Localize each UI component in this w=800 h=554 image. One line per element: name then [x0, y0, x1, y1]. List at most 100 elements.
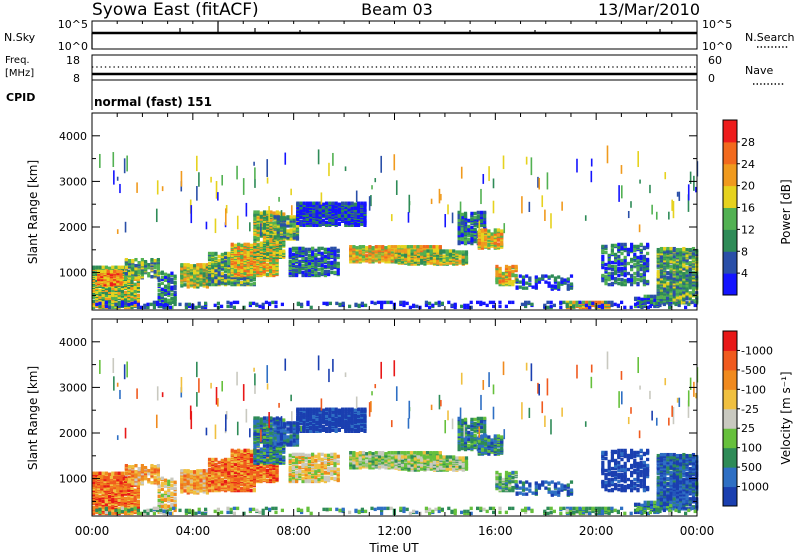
power-cell — [344, 205, 348, 209]
power-cell — [668, 305, 672, 310]
power-cell — [193, 268, 197, 272]
power-cell — [656, 257, 660, 262]
power-cell — [116, 269, 120, 274]
power-streak — [620, 185, 623, 199]
power-cell — [633, 302, 638, 307]
power-cell — [98, 298, 102, 303]
power-cell — [614, 269, 618, 274]
power-cell — [92, 294, 96, 299]
power-cell — [406, 245, 410, 249]
power-cell — [457, 226, 461, 231]
power-cell — [237, 260, 241, 265]
power-streak — [590, 158, 593, 167]
power-cell — [493, 228, 497, 232]
power-cell — [328, 222, 332, 227]
power-cell — [296, 301, 300, 306]
power-cell — [211, 267, 215, 272]
power-cell — [479, 210, 484, 215]
power-cell — [534, 282, 538, 286]
power-cell — [266, 254, 270, 258]
power-cell — [347, 217, 351, 221]
power-cell — [679, 277, 683, 281]
power-cell — [252, 301, 256, 306]
power-cell — [131, 263, 135, 267]
power-cell — [233, 278, 237, 283]
power-cell — [685, 283, 689, 287]
power-cell — [249, 282, 253, 287]
power-streak — [368, 196, 371, 211]
power-cell — [412, 303, 416, 308]
power-streak — [214, 218, 217, 234]
power-cell — [172, 300, 176, 305]
power-cell — [419, 249, 423, 253]
power-cell — [186, 285, 190, 289]
power-cell — [482, 301, 486, 306]
power-cell — [575, 303, 579, 308]
power-cell — [617, 256, 621, 261]
power-cell — [184, 305, 188, 310]
power-cell — [152, 305, 156, 310]
power-cell — [464, 260, 469, 264]
power-cell — [117, 300, 121, 305]
power-cell — [448, 255, 453, 259]
power-cell — [248, 301, 252, 306]
power-cell — [659, 277, 664, 281]
power-cell — [672, 256, 676, 261]
power-cell — [636, 267, 640, 272]
power-cell — [656, 247, 660, 252]
power-cell — [691, 263, 696, 267]
power-cell — [197, 301, 201, 306]
power-cell — [675, 275, 680, 279]
power-cell — [356, 201, 361, 205]
power-cell — [659, 251, 664, 256]
power-cell — [352, 245, 356, 249]
power-cell — [328, 210, 332, 214]
power-cell — [134, 272, 138, 276]
power-cell — [108, 290, 112, 295]
power-cell — [167, 301, 171, 306]
power-cell — [307, 264, 312, 269]
power-cell — [227, 265, 231, 270]
power-cell — [183, 277, 187, 281]
power-cell — [167, 291, 171, 296]
power-cell — [269, 245, 273, 249]
power-cell — [108, 301, 112, 306]
power-cell — [614, 276, 618, 281]
power-cell — [288, 247, 292, 252]
power-cell — [282, 249, 286, 253]
power-cell — [295, 224, 300, 228]
power-cell — [479, 219, 484, 224]
power-cell — [353, 208, 357, 212]
power-cell — [315, 201, 319, 205]
power-cell — [663, 274, 667, 278]
power-cell — [156, 276, 160, 280]
power-streak — [280, 210, 283, 222]
power-cell — [321, 218, 325, 222]
power-cell — [230, 280, 234, 285]
power-cell — [453, 305, 457, 310]
power-cell — [607, 282, 611, 287]
power-cell — [253, 217, 257, 221]
figure-title: Syowa East (fitACF) — [92, 0, 259, 20]
power-cell — [211, 251, 215, 256]
velocity-heatmap — [92, 351, 699, 516]
power-cell — [282, 212, 286, 216]
power-cell — [272, 269, 276, 274]
power-cell — [223, 275, 228, 280]
power-cell — [324, 214, 329, 218]
power-cell — [220, 259, 224, 264]
power-cell — [413, 245, 417, 249]
power-cell — [557, 275, 561, 279]
power-cell — [534, 275, 538, 279]
power-streak — [459, 201, 462, 219]
power-cell — [146, 302, 150, 307]
power-cell — [487, 229, 491, 233]
nave-tick-bottom: 0 — [708, 72, 715, 85]
power-cell — [186, 279, 190, 283]
power-cell — [679, 265, 683, 269]
power-cell — [588, 305, 592, 310]
power-streak — [693, 175, 695, 191]
power-cell — [173, 286, 177, 291]
power-cell — [317, 271, 321, 276]
power-cell — [524, 302, 528, 307]
